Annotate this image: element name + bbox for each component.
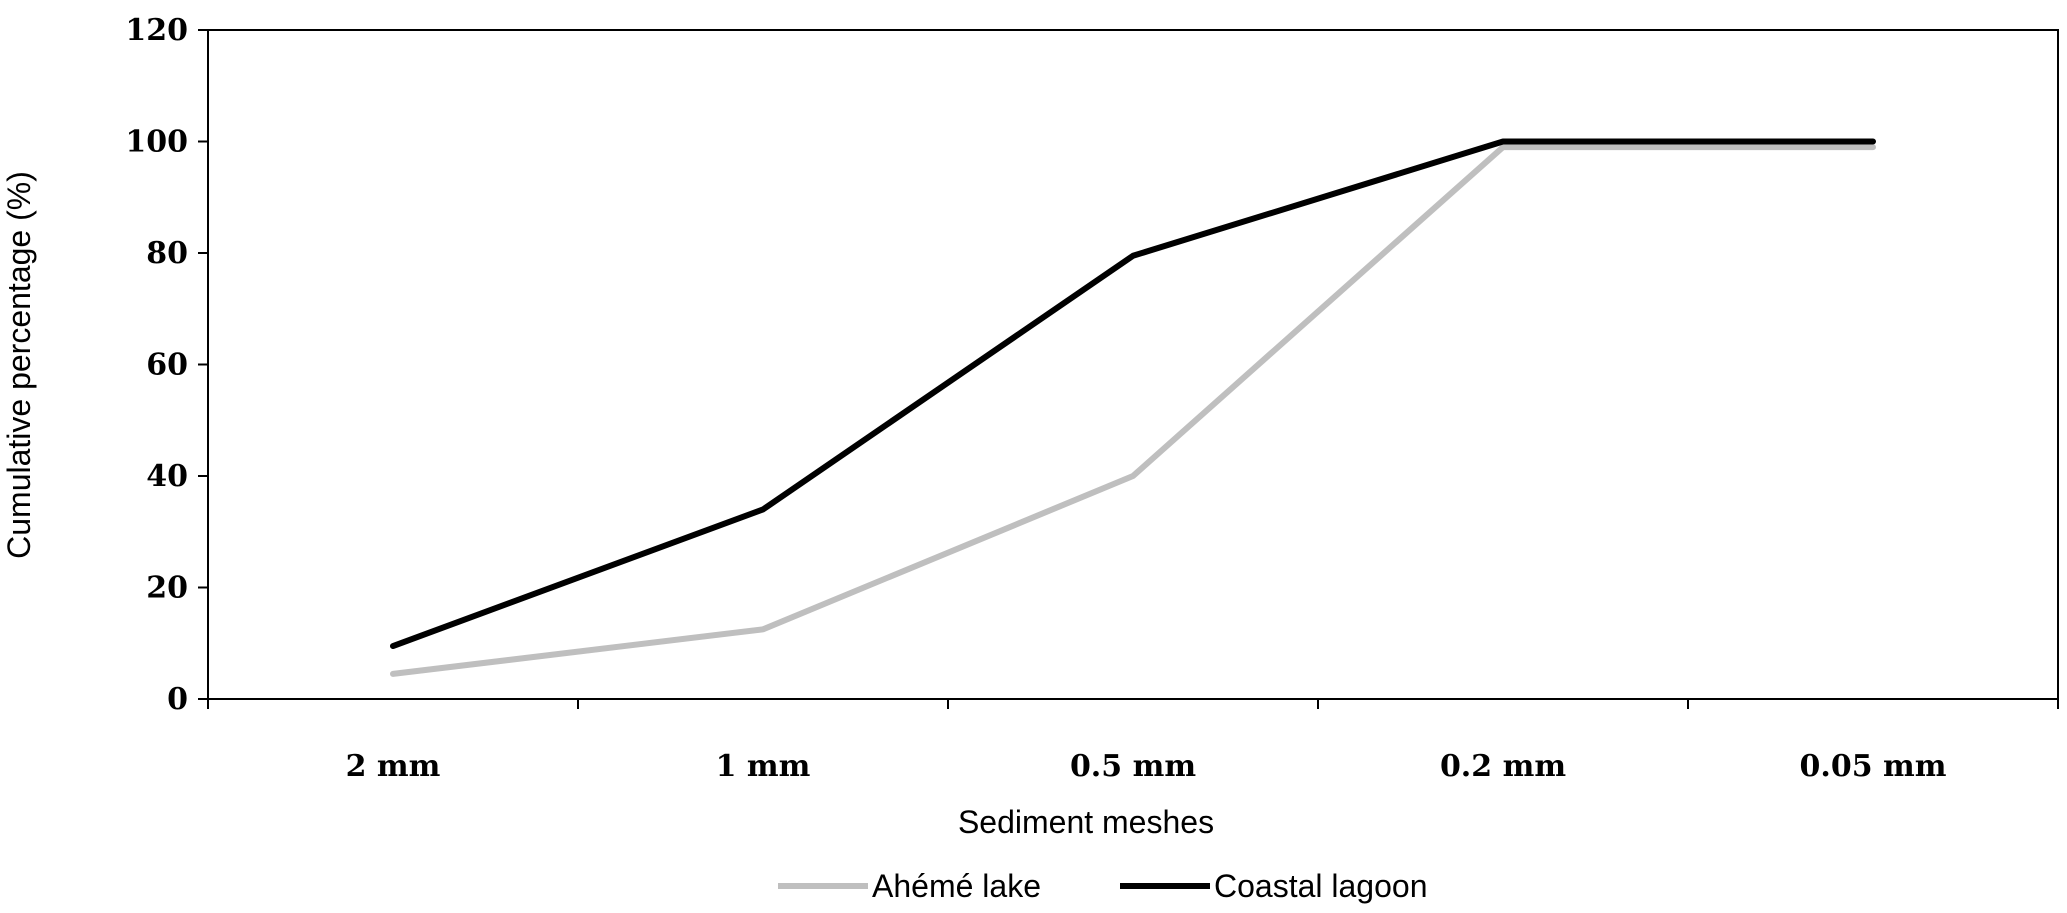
- y-tick-label: 60: [146, 348, 188, 383]
- plot-area: [207, 29, 2059, 700]
- series-line-coastal-lagoon: [390, 138, 1876, 650]
- series-line-aheme-lake: [390, 144, 1876, 677]
- y-tick-label: 20: [146, 571, 188, 606]
- x-tick-label: 0.2 mm: [1440, 749, 1566, 784]
- y-tick-label: 40: [146, 459, 188, 494]
- legend: Ahémé lake Coastal lagoon: [778, 868, 1427, 904]
- x-tick-label: 1 mm: [716, 749, 811, 784]
- y-tick-label: 100: [125, 125, 188, 160]
- y-axis-title: Cumulative percentage (%): [1, 171, 37, 559]
- y-tick-label: 0: [167, 682, 188, 717]
- y-tick-label: 120: [125, 13, 188, 48]
- x-tick-label: 2 mm: [346, 749, 441, 784]
- legend-label-aheme-lake: Ahémé lake: [872, 868, 1041, 904]
- legend-label-coastal-lagoon: Coastal lagoon: [1214, 868, 1427, 904]
- x-axis-title: Sediment meshes: [958, 804, 1214, 840]
- x-tick-label: 0.5 mm: [1070, 749, 1196, 784]
- x-tick-label: 0.05 mm: [1800, 749, 1947, 784]
- y-tick-label: 80: [146, 236, 188, 271]
